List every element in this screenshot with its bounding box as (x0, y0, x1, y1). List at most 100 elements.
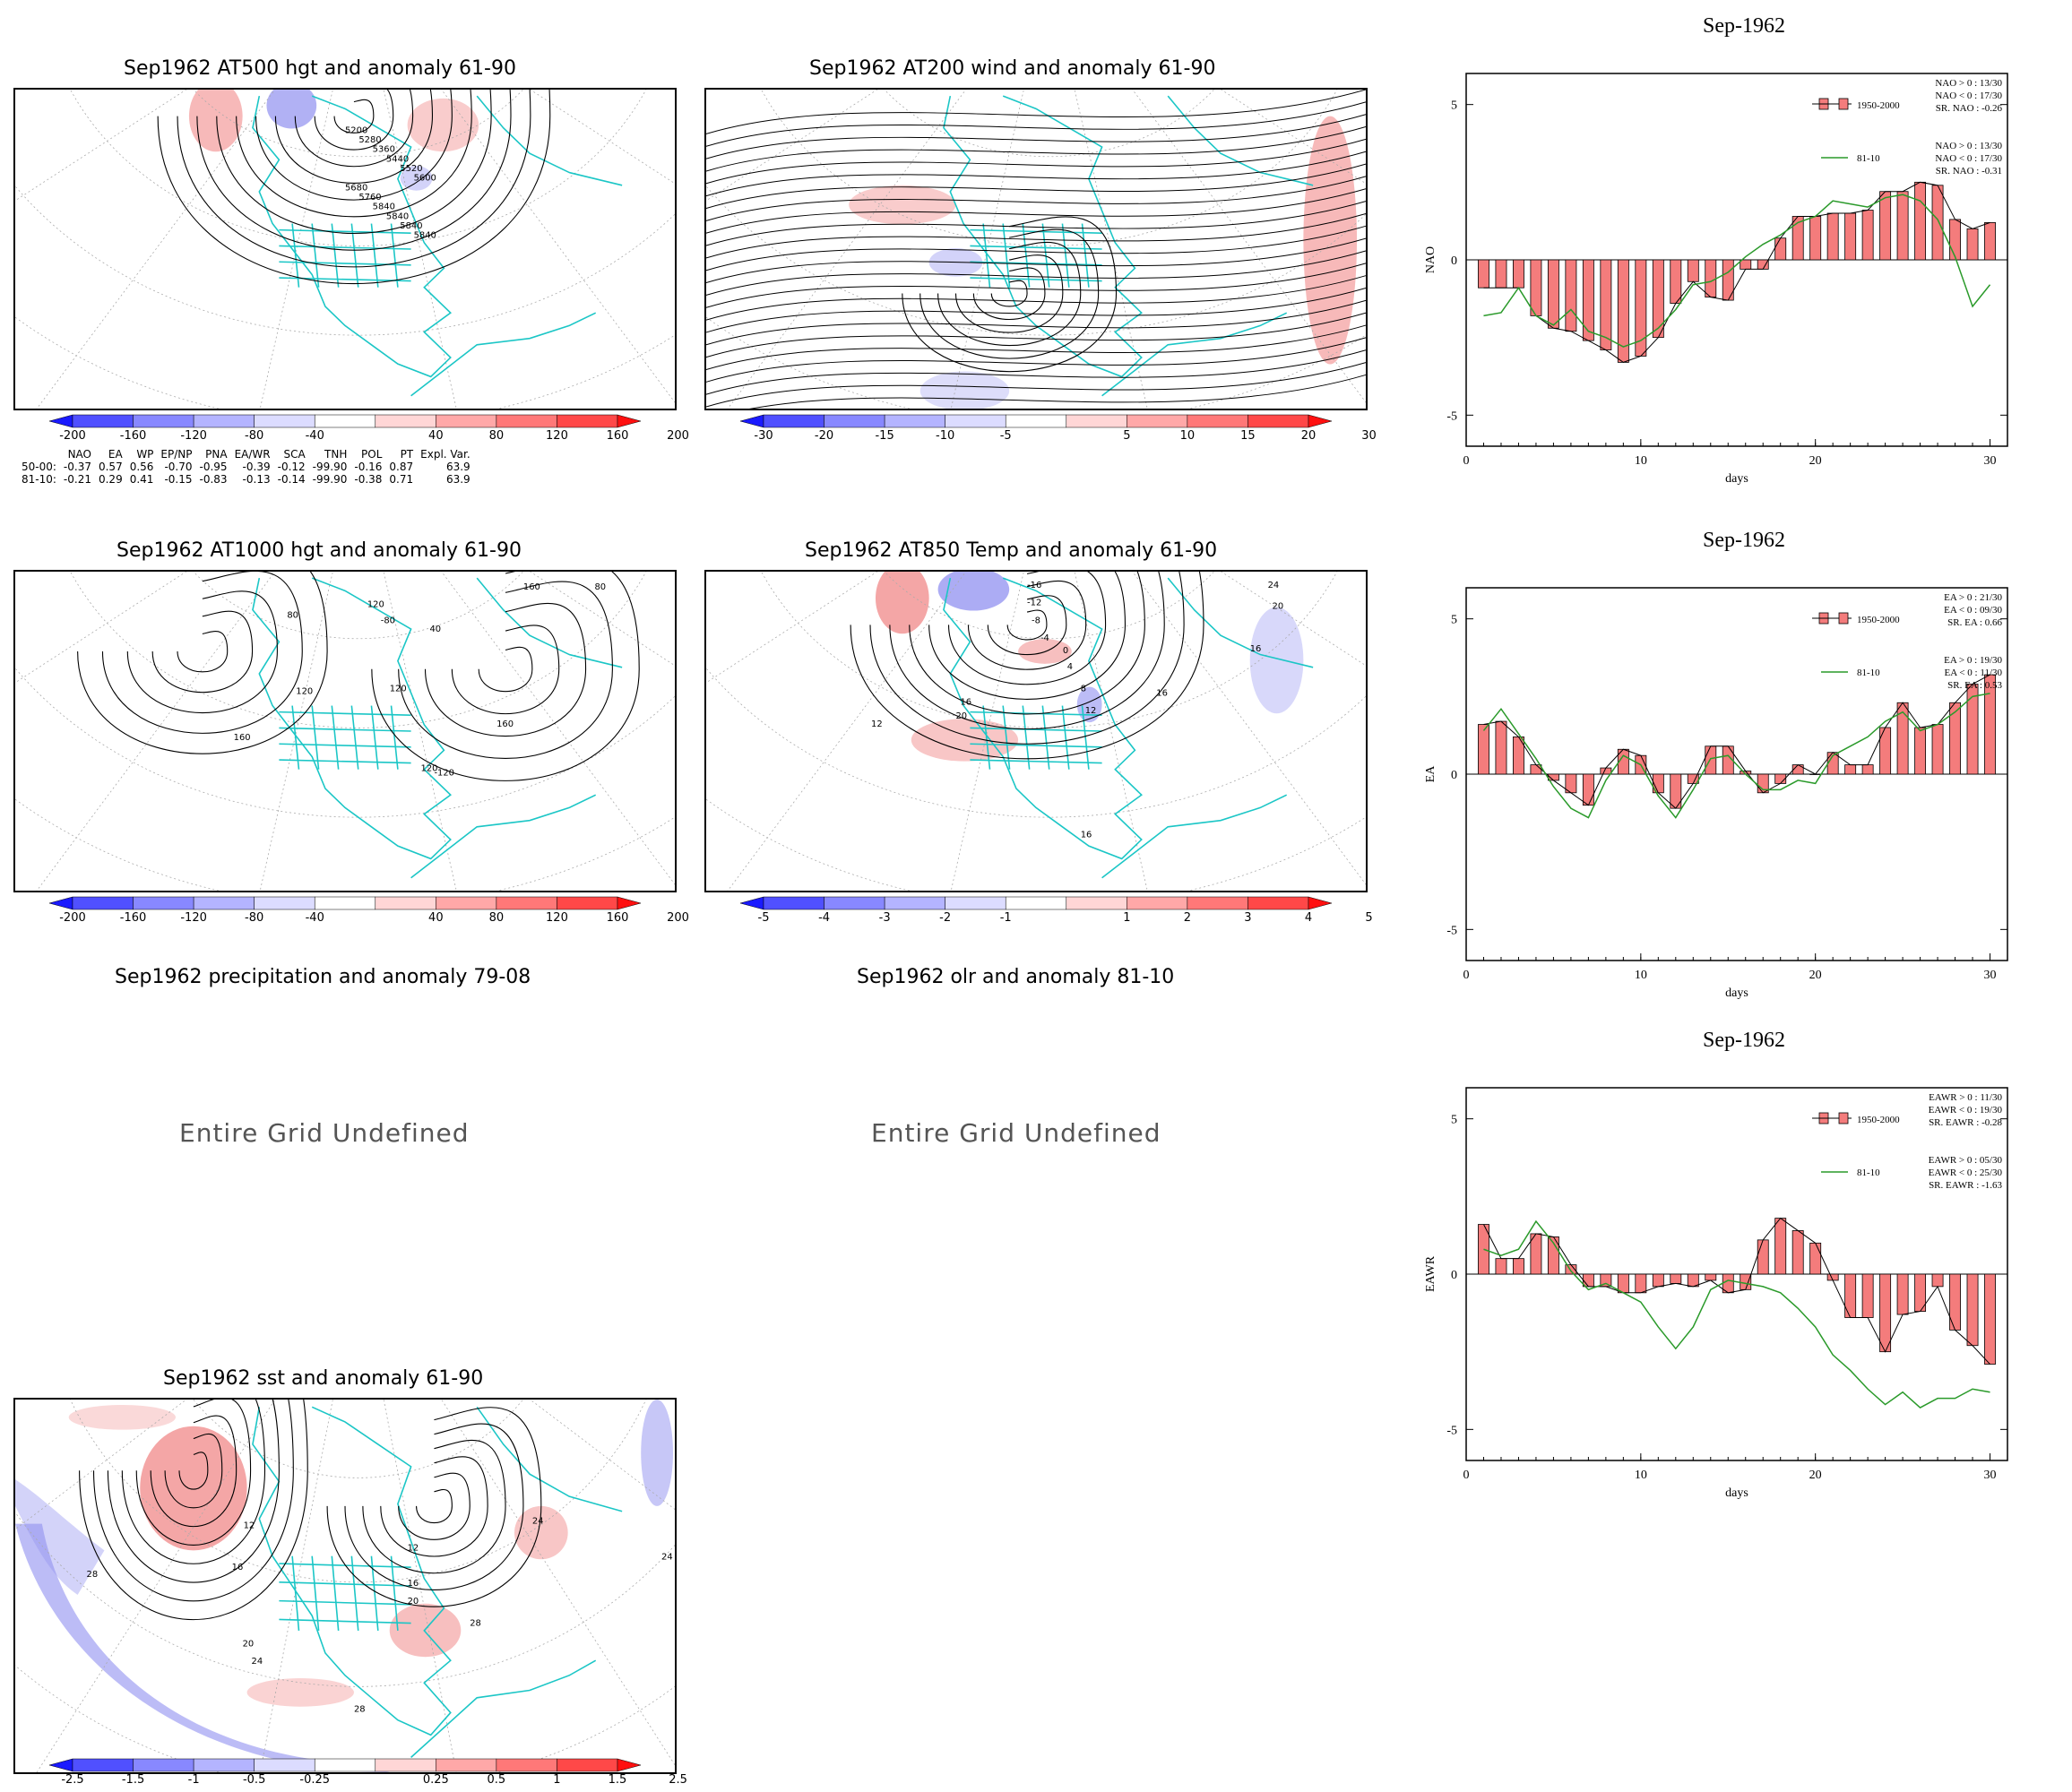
colorbar-label: -2 (939, 911, 952, 925)
map-meridian (383, 572, 457, 891)
height-contour (478, 646, 533, 693)
map-at500: 5200 5280 5360 5440 5520 5600 5680 5760 5840 5840… (13, 88, 677, 410)
map-latitude-circle (15, 316, 675, 409)
height-contour (216, 90, 492, 235)
map-meridian (36, 90, 276, 409)
state-border (1022, 705, 1031, 770)
index-table-cell: 63.9 (445, 461, 471, 473)
streamline (706, 212, 1366, 259)
y-tick-label: 5 (1451, 1114, 1457, 1127)
state-border (1081, 705, 1090, 770)
coastline-north-america (943, 577, 1143, 860)
index-table-row: NAO EA WP EP/NP PNA EA/WR SCA TNH POL PT Expl. Var… (18, 448, 474, 461)
y-tick-label: 0 (1451, 254, 1457, 268)
index-table-cell: -0.12 (277, 461, 306, 473)
index-table-cell: -0.13 (242, 473, 271, 486)
chart-ea: 0 10 20 30 -5 0 5 days EA 1950-2000 81-10 EA > 0 : … (1424, 587, 2008, 1000)
y-tick-label: 0 (1451, 769, 1457, 782)
bar (1774, 237, 1787, 261)
temperature-contour (1006, 609, 1048, 641)
state-border (970, 245, 1102, 250)
map-meridian (383, 90, 457, 409)
colorbar-label: -1 (999, 911, 1012, 925)
legend-bar-stat: SR. EA : 0.66 (1947, 617, 2002, 628)
colorbar-label: 0.5 (487, 1773, 506, 1787)
state-border (1041, 705, 1050, 770)
height-contour (333, 99, 375, 134)
bar (1914, 181, 1927, 261)
height-contour (236, 90, 472, 218)
state-border (291, 223, 300, 288)
sst-contour (107, 1400, 280, 1583)
index-table-cell: SCA (283, 448, 306, 461)
colorbar-end-low (740, 896, 764, 910)
streamline (706, 176, 1366, 221)
colorbar-label: -10 (936, 429, 955, 443)
map-title-at1000: Sep1962 AT1000 hgt and anomaly 61-90 (117, 539, 522, 562)
anomaly-negative (919, 371, 1010, 409)
legend-bar-stat: SR. NAO : -0.26 (1936, 103, 2003, 114)
colorbar-label: 2.5 (669, 1773, 687, 1787)
sst-contour (121, 1400, 266, 1564)
map-meridian (259, 572, 333, 891)
height-contour (294, 90, 414, 168)
index-table-cell: -0.83 (199, 473, 228, 486)
state-border (279, 711, 411, 716)
map-meridian (15, 572, 358, 634)
index-table-cell: 0.87 (389, 461, 414, 473)
bar (1861, 210, 1874, 261)
map-meridian (36, 572, 276, 891)
bar (1931, 185, 1944, 261)
temperature-contour (909, 572, 1145, 715)
x-axis-label: days (1725, 1486, 1748, 1500)
height-contour (77, 572, 328, 754)
streamline-vortex (990, 280, 1028, 307)
colorbar-label: 40 (428, 911, 444, 925)
streamline (706, 362, 1366, 408)
chart-nao: 0 10 20 30 -5 0 5 days NAO 1950-2000 81-10 NAO > 0 … (1424, 73, 2008, 486)
map-at200 (704, 88, 1368, 410)
contour-label: 12 (871, 719, 883, 729)
map-latitude-circle (193, 1400, 524, 1478)
map-meridian (358, 572, 675, 634)
streamline (706, 288, 1366, 333)
map-meridian (358, 1400, 675, 1473)
index-table-cell: POL (361, 448, 383, 461)
height-contour (196, 90, 512, 251)
y-tick-label: -5 (1446, 924, 1457, 937)
contour-label: 120 (367, 600, 384, 610)
colorbar-swatch (193, 1758, 255, 1772)
colorbar-swatch (1066, 414, 1127, 428)
olr-undefined-text: Entire Grid Undefined (871, 1118, 1161, 1148)
map-meridian (950, 90, 1024, 409)
index-table-cell: 50-00: (22, 461, 56, 473)
contour-label: 160 (496, 719, 514, 729)
map-title-at200: Sep1962 AT200 wind and anomaly 61-90 (809, 57, 1216, 80)
streamline-vortex (954, 254, 1064, 333)
coastline-greenland (1167, 95, 1314, 186)
legend-bar-label: 1950-2000 (1857, 615, 1900, 625)
colorbar-label: 4 (1304, 911, 1313, 925)
streamline (706, 349, 1366, 395)
contour-label: 5520 (400, 164, 422, 174)
line-series (1482, 693, 1990, 819)
colorbar-label: -1.5 (121, 1773, 145, 1787)
state-border (1081, 223, 1090, 288)
index-table-row: 81-10: -0.21 0.29 0.41 -0.15 -0.83 -0.13 -0.14-… (18, 473, 474, 486)
state-border (279, 743, 411, 748)
chart-title-nao: Sep-1962 (1703, 14, 1785, 38)
state-border (1002, 705, 1011, 770)
colorbar-swatch (1248, 896, 1309, 910)
colorbar-end-low (49, 1758, 73, 1772)
anomaly-negative (641, 1400, 674, 1506)
contour-label: 0 (1063, 646, 1068, 656)
legend-line-stat: NAO > 0 : 13/30 (1935, 141, 2002, 151)
bar (1966, 1273, 1979, 1347)
bar (1670, 1273, 1682, 1284)
contour-label: 5200 (345, 125, 367, 135)
state-border (279, 1618, 411, 1624)
contour-label: 12 (1085, 706, 1097, 716)
y-axis-label: NAO (1424, 246, 1437, 273)
bar (1513, 1258, 1524, 1275)
coastline (252, 1406, 623, 1758)
